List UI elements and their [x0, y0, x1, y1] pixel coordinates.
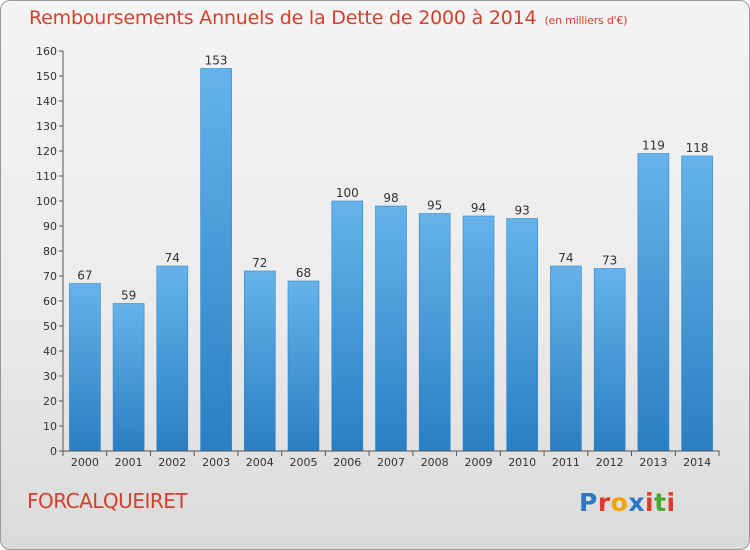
data-label-2012: 73: [602, 254, 617, 268]
x-tick-label-2003: 2003: [202, 456, 230, 469]
chart-title: Remboursements Annuels de la Dette de 20…: [29, 7, 628, 29]
logo-letter: i: [666, 488, 676, 517]
bar-2004: [244, 270, 276, 452]
bars-layer: [69, 68, 713, 452]
data-label-2002: 74: [165, 251, 180, 265]
bar-2002: [156, 265, 189, 452]
y-tick-label-110: 110: [36, 170, 57, 183]
data-label-2003: 153: [205, 54, 228, 68]
data-label-2001: 59: [121, 289, 136, 303]
y-tick-label-100: 100: [36, 195, 57, 208]
y-tick-label-50: 50: [43, 320, 57, 333]
bar-2008: [418, 213, 451, 452]
bar-2006: [331, 200, 364, 452]
town-name: FORCALQUEIRET: [27, 489, 188, 513]
data-label-2000: 67: [77, 269, 92, 283]
bar-2003: [200, 68, 232, 452]
bar-2010: [506, 218, 539, 452]
x-tick-label-2013: 2013: [639, 456, 667, 469]
data-label-2008: 95: [427, 199, 442, 213]
chart-title-text: Remboursements Annuels de la Dette de 20…: [29, 7, 537, 29]
bar-2013: [637, 153, 670, 452]
data-label-2007: 98: [383, 191, 398, 205]
y-tick-label-40: 40: [43, 345, 57, 358]
data-label-2014: 118: [686, 141, 709, 155]
logo-letter: t: [654, 488, 667, 517]
y-tick-label-150: 150: [36, 70, 57, 83]
y-tick-label-60: 60: [43, 295, 57, 308]
data-label-2011: 74: [558, 251, 573, 265]
x-tick-label-2008: 2008: [421, 456, 449, 469]
y-tick-label-90: 90: [43, 220, 57, 233]
y-tick-label-140: 140: [36, 95, 57, 108]
y-tick-label-20: 20: [43, 395, 57, 408]
bar-2011: [550, 265, 582, 452]
bar-2001: [112, 303, 145, 452]
data-label-2005: 68: [296, 266, 311, 280]
data-label-2009: 94: [471, 201, 486, 215]
x-tick-label-2000: 2000: [71, 456, 99, 469]
y-tick-label-130: 130: [36, 120, 57, 133]
y-tick-label-70: 70: [43, 270, 57, 283]
data-label-2013: 119: [642, 139, 665, 153]
x-tick-label-2004: 2004: [246, 456, 274, 469]
x-tick-label-2006: 2006: [333, 456, 361, 469]
y-tick-label-30: 30: [43, 370, 57, 383]
data-label-2010: 93: [515, 204, 530, 218]
y-tick-label-0: 0: [50, 445, 57, 458]
x-tick-label-2012: 2012: [596, 456, 624, 469]
y-tick-label-160: 160: [36, 45, 57, 58]
axes-layer: [59, 50, 720, 456]
x-tick-label-2014: 2014: [683, 456, 711, 469]
bar-2000: [69, 283, 101, 452]
chart-subtitle: (en milliers d'€): [544, 14, 628, 27]
bar-2005: [287, 280, 320, 452]
y-tick-label-120: 120: [36, 145, 57, 158]
labels-layer: 6720005920017420021532003722004682005100…: [36, 45, 711, 469]
data-label-2006: 100: [336, 186, 359, 200]
y-tick-label-80: 80: [43, 245, 57, 258]
data-label-2004: 72: [252, 256, 267, 270]
bar-2012: [593, 268, 626, 452]
logo-letter: r: [597, 488, 611, 517]
x-tick-label-2002: 2002: [158, 456, 186, 469]
logo-letter: i: [645, 488, 655, 517]
proxiti-logo[interactable]: Proxiti: [579, 488, 676, 517]
x-tick-label-2010: 2010: [508, 456, 536, 469]
bar-2014: [681, 155, 713, 452]
x-tick-label-2009: 2009: [465, 456, 493, 469]
logo-letter: P: [579, 488, 598, 517]
logo-letter: o: [610, 488, 629, 517]
x-tick-label-2011: 2011: [552, 456, 580, 469]
bar-2007: [375, 205, 407, 452]
x-tick-label-2005: 2005: [290, 456, 318, 469]
x-tick-label-2001: 2001: [115, 456, 143, 469]
bar-2009: [462, 215, 495, 452]
x-tick-label-2007: 2007: [377, 456, 405, 469]
logo-letter: x: [628, 488, 645, 517]
y-tick-label-10: 10: [43, 420, 57, 433]
